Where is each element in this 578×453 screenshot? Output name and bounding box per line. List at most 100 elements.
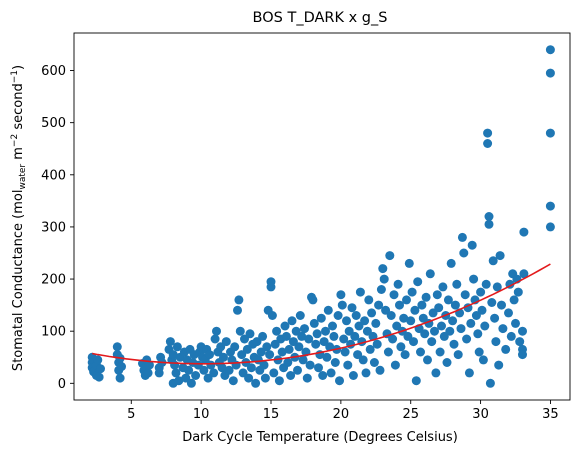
data-point	[469, 274, 479, 284]
data-point	[421, 292, 431, 302]
data-point	[473, 329, 483, 339]
data-point	[361, 368, 371, 378]
data-point	[443, 295, 453, 305]
data-point	[467, 240, 477, 250]
data-point	[267, 311, 277, 320]
data-point	[464, 368, 474, 378]
data-point	[448, 316, 458, 326]
data-point	[488, 256, 498, 266]
data-point	[442, 358, 452, 367]
data-point	[519, 269, 529, 279]
data-point	[174, 376, 184, 386]
data-point	[506, 331, 516, 341]
data-point	[205, 350, 214, 360]
data-point	[266, 282, 276, 292]
data-point	[355, 287, 365, 297]
data-point	[94, 372, 104, 382]
data-point	[206, 360, 216, 370]
data-point	[293, 365, 302, 375]
data-point	[277, 347, 287, 357]
data-point	[513, 287, 523, 297]
data-point	[478, 355, 488, 365]
data-point	[399, 313, 409, 323]
data-point	[233, 305, 242, 315]
data-point	[358, 355, 368, 365]
data-point	[378, 264, 388, 274]
x-tick-label: 15	[263, 407, 280, 422]
data-point	[480, 321, 490, 331]
data-point	[434, 303, 444, 313]
x-tick-label: 10	[193, 407, 210, 422]
data-point	[423, 355, 432, 365]
data-point	[328, 321, 337, 331]
data-point	[495, 251, 505, 261]
data-point	[435, 347, 445, 357]
data-point	[144, 360, 154, 370]
data-point	[336, 290, 346, 300]
data-point	[411, 376, 421, 386]
data-point	[371, 318, 381, 328]
data-point	[406, 316, 416, 326]
data-point	[295, 311, 305, 320]
data-point	[219, 352, 228, 362]
data-point	[504, 308, 513, 318]
data-point	[186, 378, 196, 388]
data-point	[487, 298, 497, 307]
data-point	[413, 277, 423, 287]
data-point	[490, 313, 500, 323]
data-point	[364, 295, 374, 305]
data-point	[420, 329, 430, 339]
data-point	[456, 324, 466, 334]
data-point	[230, 342, 240, 352]
data-point	[314, 363, 323, 373]
data-point	[309, 318, 319, 328]
x-tick-label: 30	[472, 407, 489, 422]
data-point	[446, 258, 456, 268]
data-point	[258, 331, 268, 341]
data-point	[425, 269, 435, 279]
data-point	[450, 300, 460, 310]
data-point	[272, 326, 282, 336]
data-point	[342, 316, 351, 326]
data-point	[210, 334, 220, 344]
data-point	[484, 219, 494, 229]
data-point	[389, 290, 399, 300]
data-point	[340, 347, 350, 357]
data-point	[494, 360, 504, 370]
data-point	[274, 376, 284, 386]
data-point	[323, 305, 333, 315]
data-point	[259, 360, 269, 370]
data-point	[265, 350, 275, 360]
data-point	[396, 342, 406, 352]
data-point	[466, 318, 476, 328]
data-point	[449, 339, 459, 349]
data-point	[427, 337, 437, 347]
data-point	[304, 334, 314, 344]
data-point	[311, 339, 321, 349]
data-point	[385, 251, 395, 261]
data-point	[407, 287, 417, 297]
data-point	[395, 300, 404, 310]
data-point	[294, 342, 304, 352]
data-point	[492, 282, 502, 292]
data-point	[281, 331, 291, 341]
x-tick-label: 5	[127, 407, 135, 422]
data-point	[460, 290, 470, 300]
data-point	[483, 139, 493, 148]
y-tick-label: 200	[41, 273, 66, 288]
data-point	[459, 248, 469, 258]
data-point	[335, 376, 344, 386]
data-point	[112, 342, 122, 352]
data-point	[321, 326, 330, 336]
data-point	[481, 279, 491, 289]
data-point	[515, 337, 525, 347]
data-point	[509, 295, 519, 305]
data-point	[353, 350, 363, 360]
data-point	[302, 373, 312, 383]
data-point	[286, 371, 296, 380]
data-point	[191, 371, 201, 380]
data-point	[498, 324, 508, 334]
y-tick-label: 300	[41, 220, 66, 235]
data-point	[228, 376, 238, 386]
data-point	[400, 350, 410, 360]
